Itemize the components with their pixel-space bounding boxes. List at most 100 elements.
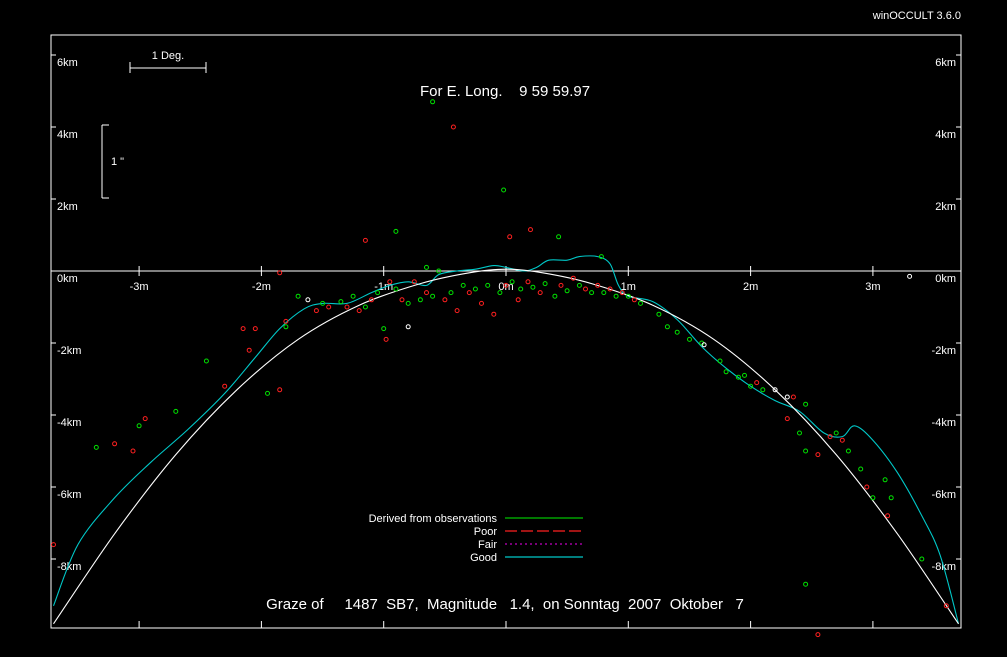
observation-point xyxy=(564,288,570,294)
observation-point xyxy=(576,282,582,288)
observation-point xyxy=(252,326,258,332)
observation-point xyxy=(381,326,387,332)
observation-point xyxy=(277,387,283,393)
observation-point xyxy=(735,374,741,380)
y-tick-label-left: -8km xyxy=(57,561,81,573)
observation-point xyxy=(362,304,368,310)
x-tick-label: -3m xyxy=(130,281,149,293)
observation-point xyxy=(450,124,456,130)
observation-point xyxy=(356,308,362,314)
y-tick-label-left: 4km xyxy=(57,129,78,141)
observation-point xyxy=(387,279,393,285)
observation-point xyxy=(507,234,513,240)
observation-point xyxy=(112,441,118,447)
observation-point xyxy=(283,318,289,324)
y-tick-label-right: 6km xyxy=(935,57,956,69)
observation-point xyxy=(393,228,399,234)
observation-point xyxy=(222,383,228,389)
observation-point xyxy=(674,329,680,335)
observation-point xyxy=(664,324,670,330)
observation-point xyxy=(383,336,389,342)
observation-point xyxy=(723,369,729,375)
observation-point xyxy=(411,279,417,285)
observation-point xyxy=(919,556,925,562)
observation-point xyxy=(552,293,558,299)
observation-point xyxy=(350,293,356,299)
observation-point xyxy=(51,542,56,548)
observation-point xyxy=(448,290,454,296)
observation-point xyxy=(393,286,399,292)
legend-label: Poor xyxy=(474,526,498,538)
observation-point xyxy=(509,279,515,285)
y-tick-label-left: 6km xyxy=(57,57,78,69)
observation-point xyxy=(803,448,809,454)
observation-point xyxy=(815,632,821,638)
observation-point xyxy=(882,477,888,483)
legend-label: Fair xyxy=(478,539,497,551)
observation-point xyxy=(717,358,723,364)
observation-point xyxy=(583,286,588,292)
observation-point xyxy=(442,297,448,303)
observation-point xyxy=(803,581,809,587)
observation-point xyxy=(430,293,436,299)
y-tick-label-right: -6km xyxy=(932,489,956,501)
observation-point xyxy=(748,383,754,389)
observation-point xyxy=(625,293,631,299)
observation-point xyxy=(344,304,350,310)
observation-point xyxy=(130,448,136,454)
observation-point xyxy=(537,290,543,296)
observation-point xyxy=(595,282,601,288)
observation-point xyxy=(687,336,692,342)
app-version-label: winOCCULT 3.6.0 xyxy=(872,10,961,22)
observation-point xyxy=(173,408,179,414)
good-profile-curve xyxy=(52,255,960,624)
observation-point xyxy=(598,254,604,260)
chart-header-title: For E. Long. 9 59 59.97 xyxy=(420,83,590,100)
observation-point xyxy=(701,342,707,348)
observation-point xyxy=(405,300,411,306)
observation-point xyxy=(375,290,381,296)
observation-point xyxy=(656,311,662,317)
observation-point xyxy=(326,304,332,310)
scale-bar-arcsec: 1 " xyxy=(101,124,124,199)
observation-point xyxy=(631,297,637,303)
y-tick-label-right: 4km xyxy=(935,129,956,141)
observation-point xyxy=(803,401,809,407)
observation-point xyxy=(417,297,423,303)
observation-point xyxy=(601,290,607,296)
observation-point xyxy=(864,484,870,490)
x-axis-labels: -3m -2m -1m 0m 1m 2m 3m xyxy=(130,281,881,293)
observation-point xyxy=(784,416,790,422)
observation-point xyxy=(943,603,949,609)
observation-point xyxy=(503,282,509,288)
profile-curves xyxy=(52,255,960,625)
x-tick-label: 1m xyxy=(621,281,636,293)
legend-label: Derived from observations xyxy=(369,513,498,525)
y-tick-label-left: -6km xyxy=(57,489,81,501)
observation-point xyxy=(136,423,142,429)
observation-point xyxy=(870,495,876,501)
observation-point xyxy=(424,264,429,270)
observation-point xyxy=(479,300,484,306)
observation-point xyxy=(619,290,625,296)
observation-point xyxy=(240,326,246,332)
x-tick-label: 3m xyxy=(865,281,880,293)
observation-point xyxy=(424,290,429,296)
scale-bar-degree: 1 Deg. xyxy=(129,50,207,73)
observation-point xyxy=(839,437,845,443)
observation-point xyxy=(742,372,747,378)
observation-point xyxy=(845,448,851,454)
observation-point xyxy=(760,387,766,393)
observation-point xyxy=(497,290,503,296)
y-tick-label-left: -2km xyxy=(57,345,81,357)
observation-point xyxy=(283,324,289,330)
legend-label: Good xyxy=(470,552,497,564)
observation-point xyxy=(589,290,595,296)
scale-arcsec-label: 1 " xyxy=(111,156,124,168)
observation-point xyxy=(399,297,405,303)
observation-point xyxy=(815,452,821,458)
observation-point xyxy=(613,293,619,299)
observation-point xyxy=(833,430,839,436)
